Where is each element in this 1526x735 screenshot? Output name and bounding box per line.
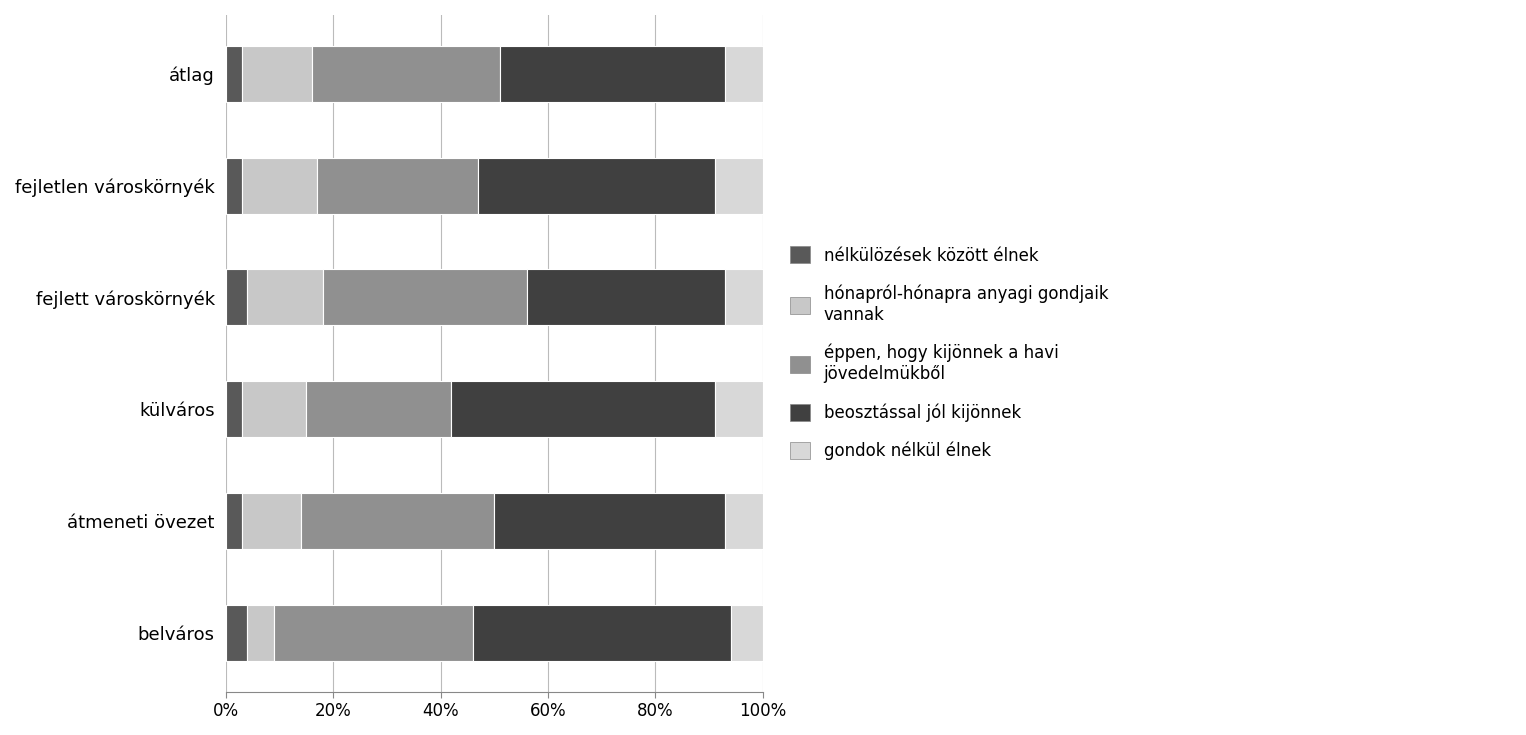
Bar [243, 46, 311, 101]
Bar [311, 46, 499, 101]
Bar [226, 381, 243, 437]
Bar [226, 270, 247, 326]
Bar [725, 46, 763, 101]
Bar [307, 381, 452, 437]
Bar [322, 270, 526, 326]
Bar [478, 157, 714, 213]
Bar [714, 381, 763, 437]
Bar [275, 605, 473, 661]
Bar [243, 381, 307, 437]
Legend: nélkülözések között élnek, hónapról-hónapra anyagi gondjaik
vannak, éppen, hogy : nélkülözések között élnek, hónapról-hóna… [781, 238, 1117, 468]
Bar [243, 493, 301, 549]
Bar [473, 605, 731, 661]
Bar [226, 46, 243, 101]
Bar [725, 270, 763, 326]
Bar [714, 157, 763, 213]
Bar [226, 157, 243, 213]
Bar [243, 157, 317, 213]
Bar [226, 493, 243, 549]
Bar [247, 270, 322, 326]
Bar [499, 46, 725, 101]
Bar [731, 605, 763, 661]
Bar [317, 157, 478, 213]
Bar [226, 605, 247, 661]
Bar [301, 493, 494, 549]
Bar [452, 381, 714, 437]
Bar [247, 605, 275, 661]
Bar [526, 270, 725, 326]
Bar [725, 493, 763, 549]
Bar [494, 493, 725, 549]
